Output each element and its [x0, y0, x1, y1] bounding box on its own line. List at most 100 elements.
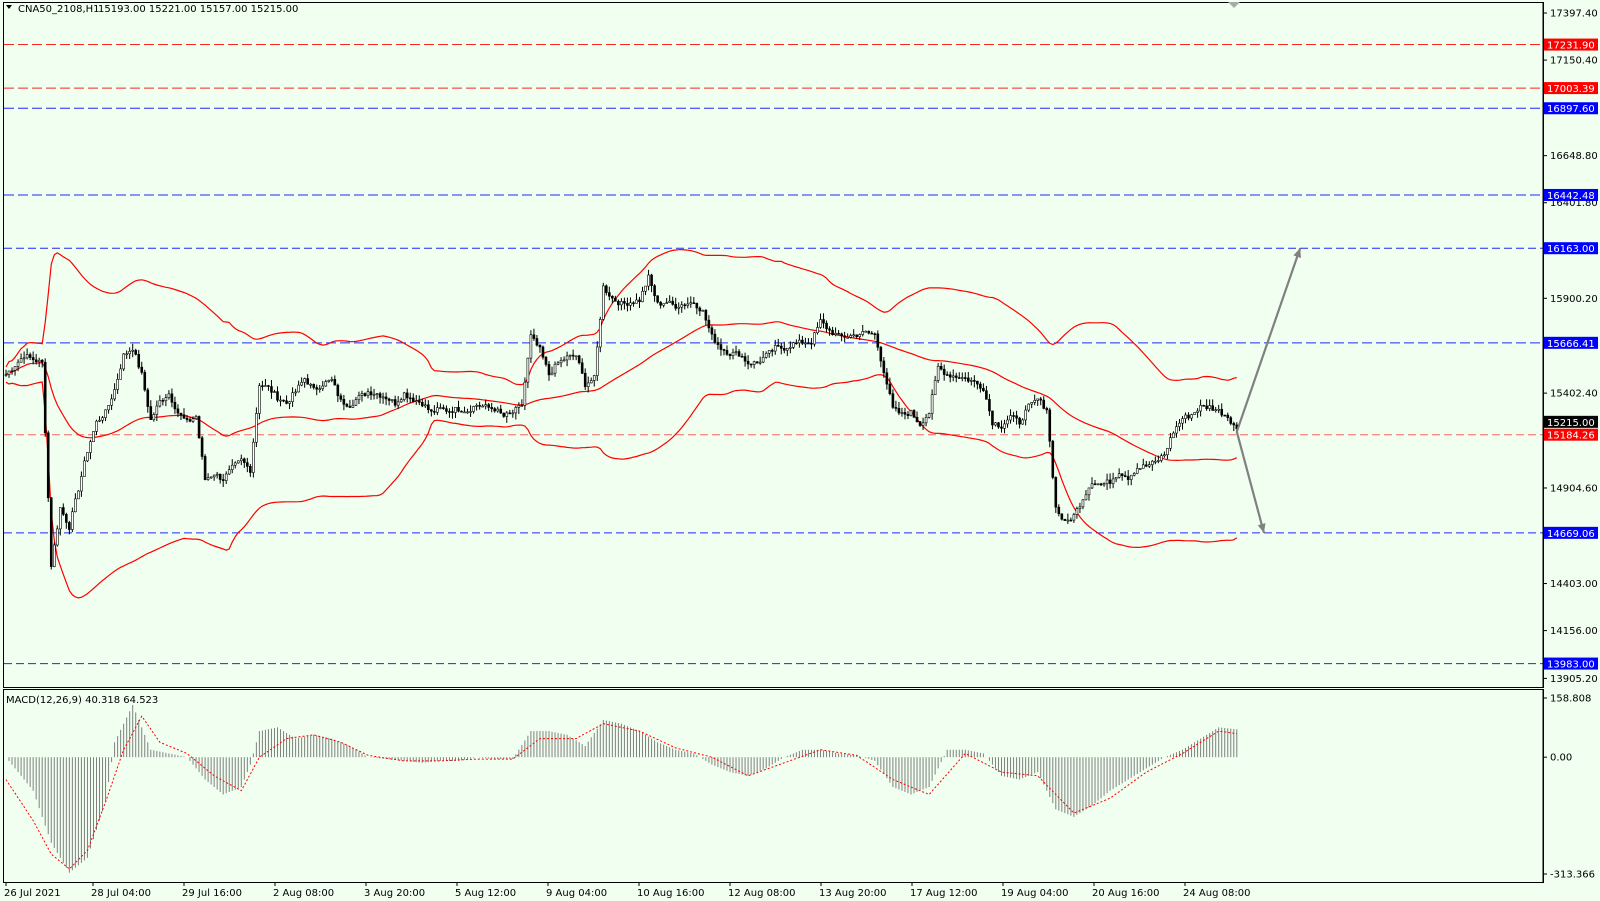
time-tick-label: 17 Aug 12:00 [910, 888, 977, 899]
candle-body [1129, 474, 1133, 480]
level-tags: 17231.90 17003.39 16897.60 16442.48 16163.00… [1544, 38, 1598, 671]
candle-body [134, 349, 138, 355]
candle-body [532, 334, 536, 339]
candle-body [119, 368, 122, 380]
level-tag-label: 15184.26 [1547, 431, 1595, 442]
candle-body [861, 331, 865, 335]
candle-body [472, 406, 475, 412]
candle-body [86, 452, 89, 462]
candle-body [577, 355, 581, 364]
candle-body [1009, 415, 1012, 421]
level-tag [1544, 336, 1598, 349]
candle-body [372, 393, 376, 396]
candle-body [439, 407, 442, 409]
candle-body [526, 357, 530, 383]
candle-body [348, 406, 352, 408]
candles [4, 269, 1239, 570]
candle-body [230, 464, 234, 470]
candle-body [1063, 518, 1067, 521]
candle-body [749, 363, 753, 366]
candle-body [58, 507, 62, 530]
time-tick-label: 12 Aug 08:00 [728, 888, 795, 899]
candle-body [445, 408, 448, 412]
candle-body [665, 302, 668, 304]
candle-body [586, 382, 590, 387]
candle-body [1117, 473, 1121, 478]
candle-body [1166, 448, 1169, 456]
candle-body [330, 379, 334, 381]
candle-body [31, 357, 35, 361]
candle-body [46, 432, 50, 499]
candle-body [924, 416, 928, 424]
candle-body [580, 362, 584, 374]
candle-body [674, 303, 678, 309]
price-tick-label: 17397.40 [1550, 9, 1598, 20]
candle-body [333, 379, 337, 386]
candle-body [617, 300, 620, 306]
candle-body [414, 400, 418, 402]
candle-body [997, 422, 1000, 428]
macd-panel [3, 689, 1544, 883]
candle-body [517, 405, 521, 408]
candle-body [200, 437, 204, 457]
candle-body [411, 397, 415, 402]
candle-body [13, 366, 17, 371]
candle-body [288, 401, 291, 404]
candle-body [143, 372, 147, 391]
candle-body [921, 422, 925, 426]
candle-body [553, 363, 557, 374]
candle-body [737, 351, 741, 357]
candle-body [466, 411, 469, 414]
candle-body [855, 334, 859, 337]
projection-arrow[interactable] [1235, 247, 1302, 433]
band-middle [5, 321, 1238, 462]
time-tick-label: 28 Jul 04:00 [91, 888, 151, 899]
candle-body [448, 411, 451, 413]
bollinger-bands [5, 248, 1238, 599]
price-tick-label: 14403.00 [1550, 579, 1598, 590]
candle-body [976, 380, 979, 385]
candle-body [68, 522, 71, 530]
candle-body [725, 350, 729, 355]
candle-body [653, 285, 656, 297]
candle-body [991, 410, 994, 426]
candle-body [52, 544, 56, 567]
candle-body [873, 333, 877, 336]
candle-body [1099, 483, 1103, 486]
candle-body [98, 419, 101, 422]
candle-body [128, 350, 131, 355]
candle-body [773, 345, 777, 352]
candle-body [246, 462, 249, 467]
candle-body [454, 406, 457, 413]
candle-body [1123, 475, 1127, 477]
level-lines [4, 44, 1543, 665]
projection-arrow[interactable] [1235, 431, 1266, 534]
candle-body [755, 361, 759, 364]
candle-body [792, 342, 795, 348]
candle-body [1000, 426, 1003, 429]
candle-body [493, 408, 497, 412]
candle-body [689, 302, 693, 305]
candle-body [396, 401, 400, 406]
level-tag [1544, 657, 1598, 670]
candle-body [240, 458, 243, 462]
candle-body [779, 345, 783, 349]
candle-body [994, 422, 997, 426]
candle-body [529, 334, 533, 359]
candle-body [1078, 506, 1082, 509]
candle-body [167, 393, 171, 399]
candle-body [538, 344, 542, 348]
candle-body [381, 396, 385, 399]
candle-body [34, 359, 38, 363]
candle-body [1181, 418, 1184, 424]
candle-body [1057, 506, 1061, 515]
price-tick-label: 14156.00 [1550, 626, 1598, 637]
time-tick-label: 3 Aug 20:00 [364, 888, 425, 899]
macd-signal-line [5, 715, 1237, 870]
candle-body [40, 359, 44, 363]
dropdown-triangle-icon[interactable] [6, 5, 12, 9]
candle-body [1069, 519, 1073, 522]
time-tick-label: 13 Aug 20:00 [819, 888, 886, 899]
candle-body [1160, 455, 1163, 461]
